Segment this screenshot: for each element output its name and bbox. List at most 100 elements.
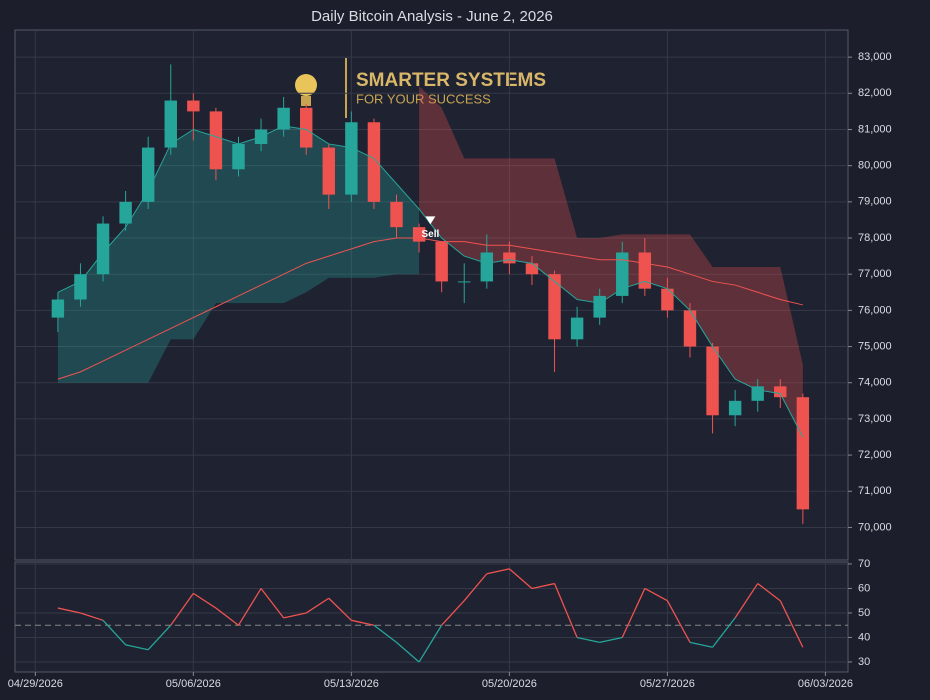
candle-body: [548, 274, 561, 340]
candle-body: [480, 252, 494, 282]
candle-body: [141, 147, 155, 202]
rsi-segment: [644, 587, 668, 602]
rsi-segment: [599, 636, 623, 643]
band-area: [419, 86, 803, 437]
candle-body: [232, 143, 245, 170]
candle-body: [638, 252, 652, 289]
y-tick-label: 72,000: [858, 449, 892, 461]
candle-body: [661, 288, 674, 311]
y-tick-label: 79,000: [858, 196, 892, 208]
rsi-segment: [192, 592, 217, 609]
rsi-segment: [463, 573, 488, 602]
candle-body: [119, 201, 132, 224]
logo: SMARTER SYSTEMS FOR YOUR SUCCESS: [295, 58, 546, 118]
candle-body: [728, 400, 742, 416]
y-tick-label: 82,000: [858, 87, 892, 99]
sell-marker: [425, 216, 436, 225]
candle-body: [164, 100, 177, 148]
x-tick-label: 05/13/2026: [324, 678, 379, 690]
rsi-segment: [666, 600, 691, 643]
rsi-segment: [57, 607, 81, 614]
candle-body: [751, 386, 764, 401]
candle-body: [435, 241, 448, 282]
rsi-segment: [351, 619, 375, 626]
rsi-segment: [689, 641, 713, 648]
rsi-segment: [215, 607, 239, 626]
y-tick-label: 83,000: [858, 51, 892, 63]
y-tick-label: 40: [858, 631, 870, 643]
candle-body: [51, 299, 65, 318]
rsi-segment: [418, 624, 443, 663]
rsi-segment: [373, 624, 397, 643]
candle-body: [570, 317, 584, 340]
y-tick-label: 60: [858, 582, 870, 594]
y-tick-label: 73,000: [858, 413, 892, 425]
candle-body: [345, 122, 358, 195]
candle-body: [503, 252, 516, 264]
candle-body: [187, 100, 200, 112]
bulb-base: [301, 96, 311, 106]
candle-body: [390, 201, 403, 228]
y-tick-label: 70,000: [858, 521, 892, 533]
rsi-segment: [170, 592, 194, 626]
logo-title: SMARTER SYSTEMS: [356, 70, 546, 91]
rsi-segment: [621, 588, 646, 638]
x-tick-label: 06/03/2026: [798, 678, 853, 690]
rsi-panel: [14, 561, 849, 673]
bulb: [295, 74, 317, 96]
x-tick-label: 05/06/2026: [166, 678, 221, 690]
candle-body: [458, 281, 471, 283]
rsi-segment: [80, 612, 104, 621]
rsi-segment: [147, 624, 172, 651]
y-tick-label: 76,000: [858, 304, 892, 316]
y-tick-label: 78,000: [858, 232, 892, 244]
candle-body: [322, 147, 335, 195]
candle-body: [209, 111, 223, 170]
y-tick-label: 80,000: [858, 160, 892, 172]
rsi-segment: [260, 588, 285, 619]
price-panel: [14, 29, 849, 561]
rsi-segment: [305, 597, 330, 614]
y-tick-label: 71,000: [858, 485, 892, 497]
y-tick-label: 77,000: [858, 268, 892, 280]
rsi-segment: [102, 619, 127, 646]
logo-subtitle: FOR YOUR SUCCESS: [356, 91, 491, 106]
rsi-segment: [396, 641, 420, 663]
x-tick-label: 05/27/2026: [640, 678, 695, 690]
candle-body: [525, 263, 539, 275]
candle-body: [74, 274, 87, 300]
y-tick-label: 75,000: [858, 340, 892, 352]
candle-body: [593, 295, 606, 318]
rsi-segment: [779, 600, 804, 648]
rsi-segment: [237, 588, 262, 626]
sell-label: Sell: [421, 229, 439, 240]
candle-body: [300, 107, 313, 148]
candle-body: [277, 107, 290, 130]
x-tick-label: 04/29/2026: [8, 678, 63, 690]
y-tick-label: 81,000: [858, 123, 892, 135]
rsi-segment: [553, 583, 578, 638]
y-tick-label: 50: [858, 607, 870, 619]
candle-body: [367, 122, 381, 202]
candle-body: [683, 310, 697, 347]
x-tick-label: 05/20/2026: [482, 678, 537, 690]
rsi-segment: [508, 568, 533, 589]
candle-body: [796, 397, 810, 510]
candle-body: [96, 223, 110, 275]
rsi-segment: [125, 644, 149, 651]
candle-body: [774, 386, 787, 398]
rsi-segment: [734, 583, 759, 619]
candle-body: [616, 252, 629, 296]
rsi-segment: [486, 568, 510, 575]
moving-average: [57, 237, 803, 380]
chart-title: Daily Bitcoin Analysis - June 2, 2026: [311, 8, 553, 25]
y-tick-label: 74,000: [858, 377, 892, 389]
rsi-segment: [576, 636, 600, 643]
rsi-segment: [441, 600, 465, 626]
rsi-segment: [283, 612, 307, 619]
rsi-segment: [531, 582, 555, 590]
rsi-segment: [757, 583, 781, 602]
rsi-segment: [712, 617, 736, 648]
candle-body: [706, 346, 719, 416]
